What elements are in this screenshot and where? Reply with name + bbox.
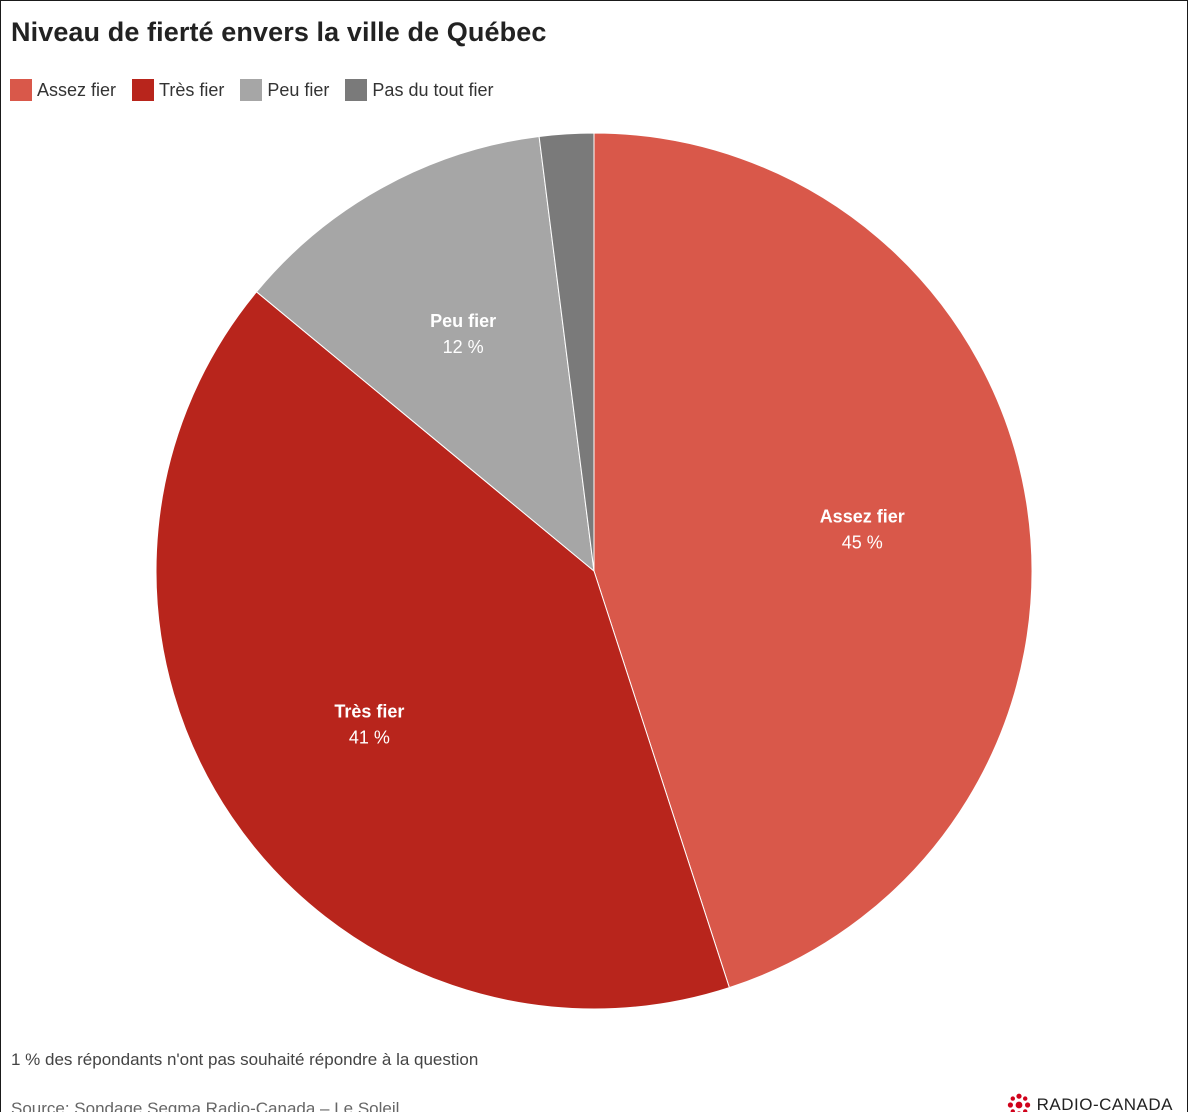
pie-slice-peu-fier[interactable] (255, 135, 595, 573)
chart-source: Source: Sondage Segma Radio-Canada – Le … (11, 1099, 400, 1112)
slice-value-assez-fier: 45 % (842, 533, 883, 553)
slice-label-tres-fier: Très fier (334, 702, 404, 722)
slice-label-peu-fier: Peu fier (430, 311, 496, 331)
legend-label: Pas du tout fier (372, 79, 494, 100)
chart-note: 1 % des répondants n'ont pas souhaité ré… (11, 1050, 479, 1069)
legend-swatch (345, 79, 368, 101)
slice-label-assez-fier: Assez fier (820, 507, 905, 527)
legend-item-pas-du-tout-fier[interactable]: Pas du tout fier (345, 79, 494, 101)
pie-chart-area: Assez fier 45 % Très fier 41 % Peu fier 12 % (1, 111, 1187, 1031)
legend-item-assez-fier[interactable]: Assez fier (10, 79, 116, 101)
slice-value-tres-fier: 41 % (349, 728, 390, 748)
pie-slice-assez-fier[interactable] (593, 132, 1033, 989)
legend-item-tres-fier[interactable]: Très fier (132, 79, 224, 101)
legend-label: Assez fier (37, 79, 117, 100)
legend-label: Très fier (159, 79, 225, 100)
legend-label: Peu fier (267, 79, 330, 100)
legend-item-peu-fier[interactable]: Peu fier (240, 79, 329, 101)
pie-chart: Assez fier 45 % Très fier 41 % Peu fier 12 % (155, 132, 1033, 1010)
chart-legend: Assez fier Très fier Peu fier Pas du tou… (10, 78, 510, 102)
pie-slice-pas-du-tout-fier[interactable] (538, 132, 595, 572)
radio-canada-gem-icon (1007, 1093, 1030, 1112)
slice-value-peu-fier: 12 % (443, 337, 484, 357)
pie-slice-tres-fier[interactable] (155, 291, 730, 1010)
radio-canada-logo: RADIO-CANADA (1005, 1093, 1173, 1112)
legend-swatch (132, 79, 155, 101)
chart-title: Niveau de fierté envers la ville de Québ… (11, 17, 547, 47)
logo-text: RADIO-CANADA (1036, 1095, 1173, 1112)
legend-swatch (240, 79, 263, 101)
legend-swatch (10, 79, 32, 101)
